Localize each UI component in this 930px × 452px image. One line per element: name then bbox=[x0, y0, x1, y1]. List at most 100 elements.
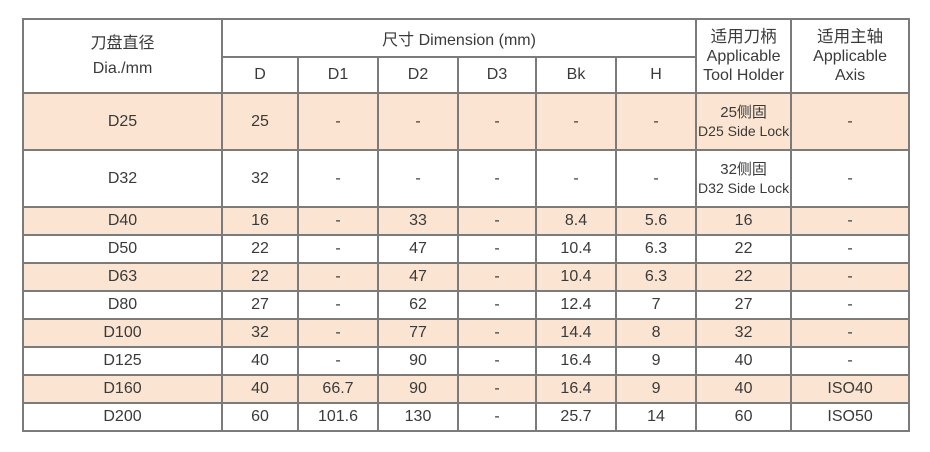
dimension-value-cell: 77 bbox=[377, 318, 459, 348]
table-row: D100 32-77-14.4 8 32- bbox=[22, 318, 911, 348]
dimension-value-cell: 101.6 bbox=[297, 402, 379, 432]
axis-cell: - bbox=[790, 234, 911, 264]
dimension-value-cell: 90 bbox=[377, 374, 459, 404]
row-label-cell: D80 bbox=[22, 290, 223, 320]
dimension-value-cell: - bbox=[457, 318, 537, 348]
dimension-value-cell: - bbox=[297, 318, 379, 348]
dimension-value-cell: - bbox=[457, 346, 537, 376]
sub-header-D: D bbox=[221, 56, 299, 94]
sub-header-D1: D1 bbox=[297, 56, 379, 94]
table-row: D25 25- - - - -25侧固 D25 Side Lock - bbox=[22, 92, 911, 151]
tool-holder-cell: 40 bbox=[695, 346, 793, 376]
dimension-group-header: 尺寸 Dimension (mm) bbox=[220, 18, 698, 58]
tool-holder-cell: 40 bbox=[695, 374, 793, 404]
row-label-cell: D25 bbox=[22, 92, 223, 151]
dimension-value-cell: 6.3 bbox=[614, 262, 698, 292]
dimension-value-cell: 32 bbox=[221, 318, 299, 348]
dimension-value-cell: - bbox=[297, 206, 379, 236]
header-row-1: 刀盘直径 Dia./mm 尺寸 Dimension (mm) 适用刀柄 Appl… bbox=[22, 18, 911, 94]
axis-cell: ISO50 bbox=[790, 402, 911, 432]
axis-cell: - bbox=[790, 290, 911, 320]
dimension-value-cell: 5.6 bbox=[614, 206, 698, 236]
dimension-value-cell: - bbox=[535, 149, 617, 208]
dimension-value-cell: 33 bbox=[377, 206, 459, 236]
tool-holder-cell: 22 bbox=[695, 234, 793, 264]
axis-cell: - bbox=[790, 149, 911, 208]
dimension-value-cell: - bbox=[297, 346, 379, 376]
dimension-value-cell: 7 bbox=[614, 290, 698, 320]
tool-holder-column-header: 适用刀柄 Applicable Tool Holder bbox=[695, 18, 793, 94]
table-row: D160 40 66.7 90-16.4 9 40 ISO40 bbox=[22, 374, 911, 404]
table-body: D25 25- - - - -25侧固 D25 Side Lock - D32 32- - - - -32… bbox=[22, 92, 911, 432]
dimension-value-cell: - bbox=[614, 92, 698, 151]
diameter-header-cn: 刀盘直径 bbox=[90, 35, 155, 52]
dimension-value-cell: 25.7 bbox=[535, 402, 617, 432]
tool-holder-cell: 25侧固 D25 Side Lock bbox=[695, 92, 793, 151]
dimension-value-cell: 22 bbox=[221, 262, 299, 292]
axis-header-en2: Axis bbox=[834, 66, 866, 84]
table-row: D40 16-33-8.4 5.6 16- bbox=[22, 206, 911, 236]
row-label-cell: D200 bbox=[22, 402, 223, 432]
dimension-value-cell: - bbox=[457, 92, 537, 151]
dimension-value-cell: - bbox=[297, 149, 379, 208]
dimension-value-cell: 22 bbox=[221, 234, 299, 264]
dimension-value-cell: - bbox=[457, 234, 537, 264]
axis-header-cn: 适用主轴 bbox=[817, 27, 884, 46]
dimension-value-cell: - bbox=[535, 92, 617, 151]
dimension-value-cell: 14.4 bbox=[535, 318, 617, 348]
dimension-value-cell: 16 bbox=[221, 206, 299, 236]
row-label-cell: D32 bbox=[22, 149, 223, 208]
axis-cell: - bbox=[790, 262, 911, 292]
dimension-value-cell: - bbox=[457, 290, 537, 320]
dimension-value-cell: 62 bbox=[377, 290, 459, 320]
diameter-column-header: 刀盘直径 Dia./mm bbox=[22, 18, 223, 94]
dimension-value-cell: 9 bbox=[614, 346, 698, 376]
sub-header-D2: D2 bbox=[377, 56, 459, 94]
table-row: D50 22-47-10.4 6.3 22- bbox=[22, 234, 911, 264]
dimension-value-cell: 9 bbox=[614, 374, 698, 404]
dimension-value-cell: 8 bbox=[614, 318, 698, 348]
tool-holder-header-cn: 适用刀柄 bbox=[710, 27, 777, 46]
axis-cell: - bbox=[790, 346, 911, 376]
tool-holder-cn-line: 32侧固 bbox=[720, 160, 767, 178]
sub-header-D3: D3 bbox=[457, 56, 537, 94]
spec-table: 刀盘直径 Dia./mm 尺寸 Dimension (mm) 适用刀柄 Appl… bbox=[22, 18, 911, 432]
dimension-value-cell: 32 bbox=[221, 149, 299, 208]
tool-holder-cell: 27 bbox=[695, 290, 793, 320]
table-header: 刀盘直径 Dia./mm 尺寸 Dimension (mm) 适用刀柄 Appl… bbox=[22, 18, 911, 94]
dimension-value-cell: 10.4 bbox=[535, 262, 617, 292]
header-row-2: D D1 D2 D3 Bk H bbox=[23, 56, 909, 94]
row-label-cell: D63 bbox=[22, 262, 223, 292]
tool-holder-header-en2: Tool Holder bbox=[703, 66, 785, 84]
tool-holder-cell: 32侧固 D32 Side Lock bbox=[695, 149, 793, 208]
dimension-value-cell: 14 bbox=[614, 402, 698, 432]
dimension-value-cell: 16.4 bbox=[535, 374, 617, 404]
dimension-value-cell: 25 bbox=[221, 92, 299, 151]
dimension-value-cell: 90 bbox=[377, 346, 459, 376]
dimension-value-cell: 40 bbox=[221, 374, 299, 404]
diameter-header-en: Dia./mm bbox=[92, 60, 153, 77]
axis-cell: - bbox=[790, 206, 911, 236]
tool-holder-cell: 60 bbox=[695, 402, 793, 432]
row-label-cell: D100 bbox=[22, 318, 223, 348]
dimension-value-cell: - bbox=[457, 262, 537, 292]
row-label-cell: D160 bbox=[22, 374, 223, 404]
table-row: D32 32- - - - -32侧固 D32 Side Lock - bbox=[22, 149, 911, 208]
axis-cell: - bbox=[790, 92, 911, 151]
dimension-value-cell: 12.4 bbox=[535, 290, 617, 320]
axis-cell: - bbox=[790, 318, 911, 348]
tool-holder-header-en1: Applicable bbox=[706, 47, 781, 65]
dimension-value-cell: - bbox=[377, 149, 459, 208]
dimension-value-cell: 60 bbox=[221, 402, 299, 432]
dimension-value-cell: - bbox=[297, 92, 379, 151]
tool-holder-cell: 16 bbox=[695, 206, 793, 236]
dimension-value-cell: - bbox=[457, 149, 537, 208]
sub-header-Bk: Bk bbox=[535, 56, 617, 94]
dimension-value-cell: 10.4 bbox=[535, 234, 617, 264]
dimension-value-cell: - bbox=[297, 234, 379, 264]
dimension-value-cell: 66.7 bbox=[297, 374, 379, 404]
tool-holder-cell: 32 bbox=[695, 318, 793, 348]
dimension-value-cell: - bbox=[297, 290, 379, 320]
table-row: D125 40-90-16.4 9 40- bbox=[22, 346, 911, 376]
